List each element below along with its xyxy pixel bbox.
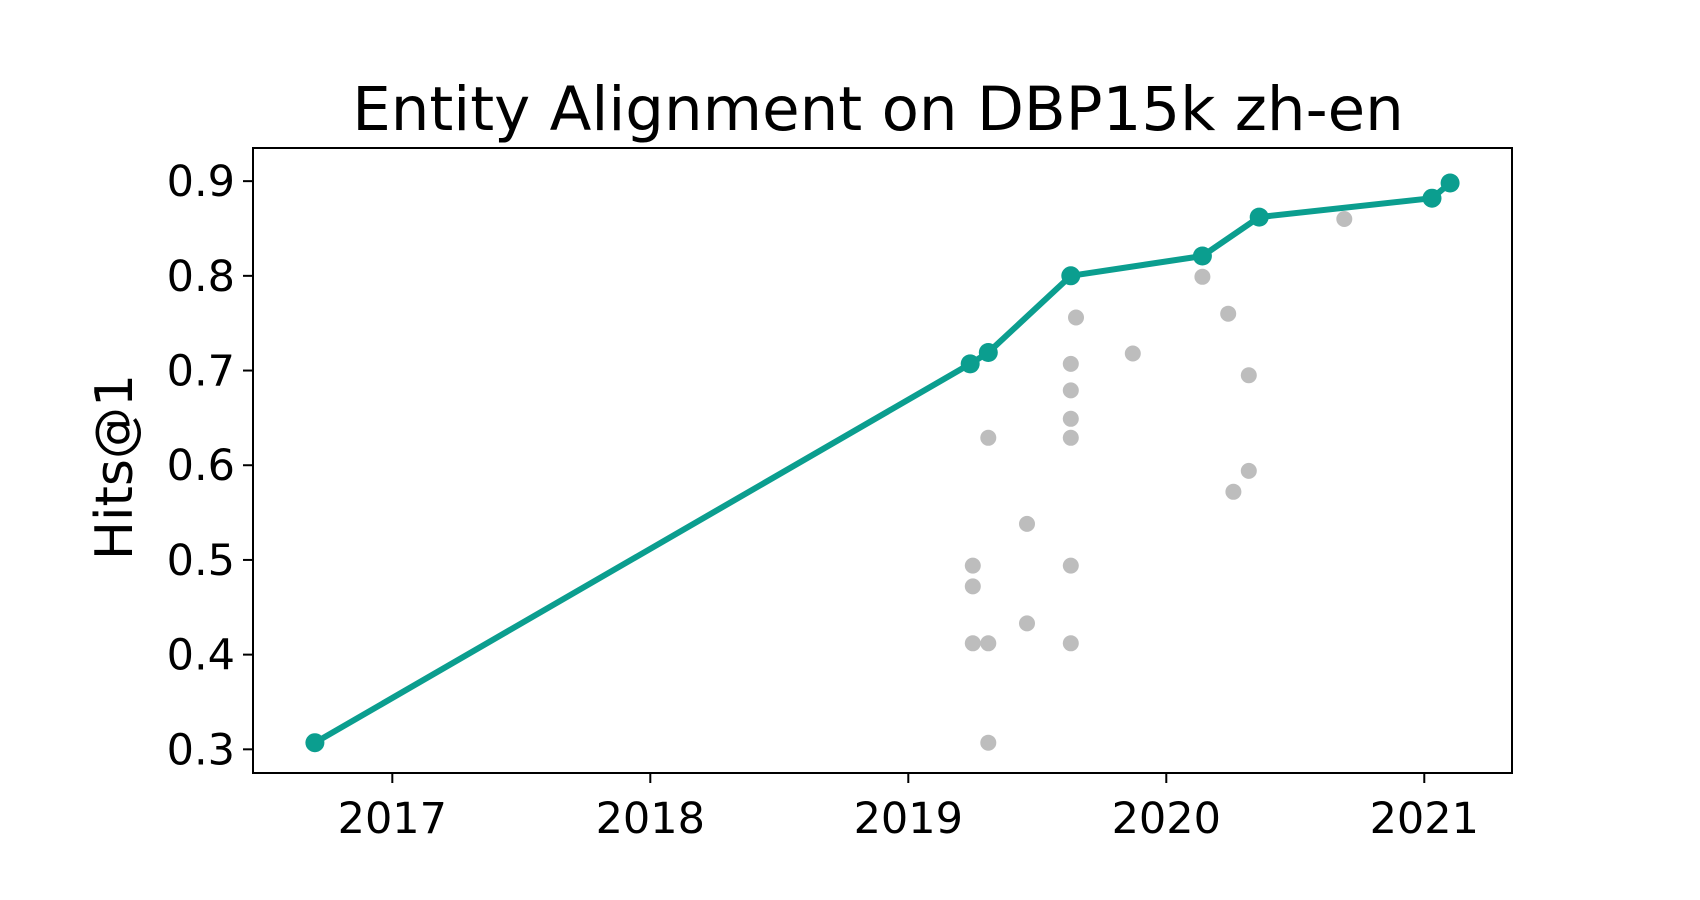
y-tick-label: 0.8 xyxy=(167,252,235,302)
sota-data-point xyxy=(1249,207,1269,227)
y-tick-label: 0.7 xyxy=(167,347,235,397)
other-data-point xyxy=(1068,309,1084,326)
sota-data-point xyxy=(1422,188,1442,208)
x-tick-label: 2020 xyxy=(1112,794,1221,844)
sota-data-point xyxy=(1061,266,1081,286)
sota-data-point xyxy=(1192,246,1212,266)
other-data-point xyxy=(964,635,981,652)
other-data-point xyxy=(1062,355,1079,372)
other-data-point xyxy=(1019,515,1035,532)
y-tick-label: 0.4 xyxy=(167,631,235,681)
chart-title: Entity Alignment on DBP15k zh-en xyxy=(352,74,1404,145)
other-data-point xyxy=(980,429,997,446)
plot-frame xyxy=(252,147,1513,774)
other-data-point xyxy=(964,557,981,574)
x-tick-label: 2018 xyxy=(596,794,705,844)
y-tick-label: 0.6 xyxy=(167,441,235,491)
y-tick-label: 0.3 xyxy=(167,725,235,775)
other-data-point xyxy=(1062,382,1079,399)
y-axis-label: Hits@1 xyxy=(85,374,145,560)
sota-data-point xyxy=(305,733,325,753)
other-data-point xyxy=(1225,483,1242,500)
other-data-point xyxy=(980,635,997,652)
other-data-point xyxy=(964,578,981,595)
plot-area: 2017 2018 2019 2020 2021 0.3 0.4 0.5 0.6 0.7 0.8 0.… xyxy=(167,147,1513,844)
other-data-point xyxy=(1240,462,1257,479)
other-data-point xyxy=(1240,367,1257,384)
y-tick-label: 0.9 xyxy=(167,157,235,207)
other-data-point xyxy=(1194,268,1211,285)
other-data-point xyxy=(1062,557,1079,574)
other-data-point xyxy=(1062,429,1079,446)
x-tick-label: 2021 xyxy=(1370,794,1479,844)
sota-line xyxy=(311,180,1454,746)
sota-data-point xyxy=(1440,173,1460,193)
other-data-point xyxy=(1220,305,1237,322)
sota-data-point xyxy=(960,354,980,374)
sota-data-point xyxy=(978,343,998,362)
other-data-point xyxy=(1062,635,1079,652)
other-data-point xyxy=(1124,345,1141,362)
other-data-point xyxy=(1019,615,1035,632)
y-tick-label: 0.5 xyxy=(167,536,235,586)
x-tick-label: 2019 xyxy=(854,794,963,844)
other-data-point xyxy=(980,734,997,751)
other-data-point xyxy=(1062,410,1079,427)
other-data-point xyxy=(1336,211,1353,227)
x-tick-label: 2017 xyxy=(338,794,447,844)
